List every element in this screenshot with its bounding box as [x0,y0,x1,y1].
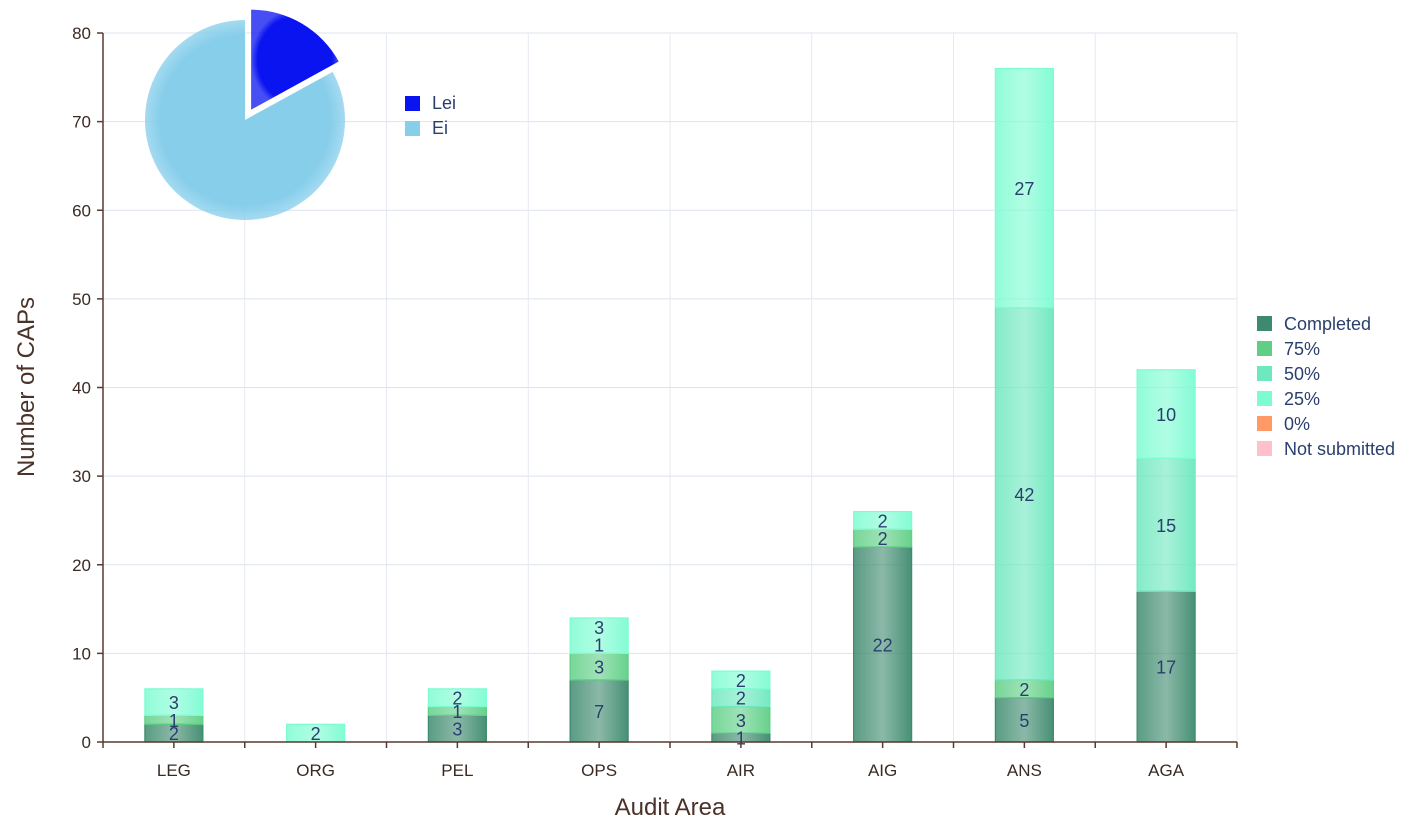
pie-slice-ei [144,20,346,221]
bar-segment [427,714,487,743]
bar-stack-aga: 17 15 10 [1136,369,1196,743]
x-tick-label: AIR [727,761,755,780]
legend-label: 50% [1284,364,1320,384]
bar-segment [711,670,771,690]
legend-label: Not submitted [1284,439,1395,459]
data-label: 2 [169,724,179,744]
bar-segment [853,510,913,530]
data-label: 3 [452,720,462,740]
bar-segment [1136,369,1196,459]
inset-pie-chart [144,9,346,221]
x-tick-label: AGA [1148,761,1185,780]
data-label: 3 [594,618,604,638]
bar-segment [144,688,204,717]
bar-segment [427,688,487,708]
bar-segment [569,652,629,681]
legend-swatch [1257,391,1272,406]
x-tick-label: PEL [441,761,473,780]
legend-swatch [405,96,420,111]
axes: 0 10 20 30 40 50 60 70 80 LEG ORG PEL OPS AIR AIG ANS AG… [72,24,1238,780]
data-label: 5 [1019,711,1029,731]
y-tick-label: 20 [72,556,91,575]
y-tick-label: 70 [72,113,91,132]
bar-stack-pel: 312 [427,688,487,743]
data-label: 3 [594,658,604,678]
pie-legend: Lei Ei [405,93,456,138]
gridlines [102,32,1238,742]
y-tick-label: 80 [72,24,91,43]
legend-swatch [1257,366,1272,381]
legend-swatch [1257,441,1272,456]
legend-label: 75% [1284,339,1320,359]
legend-label: Ei [432,118,448,138]
data-label: 22 [873,636,893,656]
data-label: 1 [452,702,462,722]
x-tick-label: AIG [868,761,897,780]
x-axis-title: Audit Area [615,794,726,820]
bar-stack-leg: 213 [144,688,204,744]
legend-label: 0% [1284,414,1310,434]
y-tick-label: 10 [72,644,91,663]
bar-stack-org: 2 [286,723,346,744]
bar-segment [994,67,1054,309]
legend-label: 25% [1284,389,1320,409]
data-label: 2 [452,689,462,709]
data-label: 1 [594,636,604,656]
legend-label: Lei [432,93,456,113]
data-label: 10 [1156,405,1176,425]
legend-swatch [1257,416,1272,431]
data-label: 2 [878,511,888,531]
y-tick-label: 50 [72,290,91,309]
data-label: 1 [736,729,746,749]
x-tick-label: ORG [296,761,335,780]
data-label: 2 [1019,680,1029,700]
data-label: 42 [1014,485,1034,505]
legend-label: Completed [1284,314,1371,334]
data-label: 17 [1156,658,1176,678]
data-label: 2 [878,529,888,549]
data-label: 1 [169,711,179,731]
data-label: 2 [736,671,746,691]
bar-segment [994,697,1054,743]
legend-swatch [405,121,420,136]
series-legend: Completed 75% 50% 25% 0% Not submitted [1257,314,1395,459]
x-tick-label: OPS [581,761,617,780]
data-label: 27 [1014,179,1034,199]
bar-stack-ops: 7 313 [569,617,629,743]
legend-swatch [1257,316,1272,331]
bar-segment [853,546,913,743]
data-label: 2 [736,689,746,709]
y-tick-label: 60 [72,201,91,220]
y-axis-title: Number of CAPs [13,297,40,477]
data-label: 2 [311,724,321,744]
data-label: 7 [594,702,604,722]
pie-slice-lei [251,9,339,110]
legend-swatch [1257,341,1272,356]
y-tick-label: 40 [72,379,91,398]
x-tick-label: ANS [1007,761,1042,780]
bar-stack-ans: 5 2 42 27 [994,67,1054,743]
data-label: 3 [169,693,179,713]
data-label: 3 [736,711,746,731]
bar-segment [569,617,629,654]
data-label: 15 [1156,516,1176,536]
y-tick-label: 30 [72,467,91,486]
x-tick-label: LEG [157,761,191,780]
y-tick-label: 0 [82,733,91,752]
